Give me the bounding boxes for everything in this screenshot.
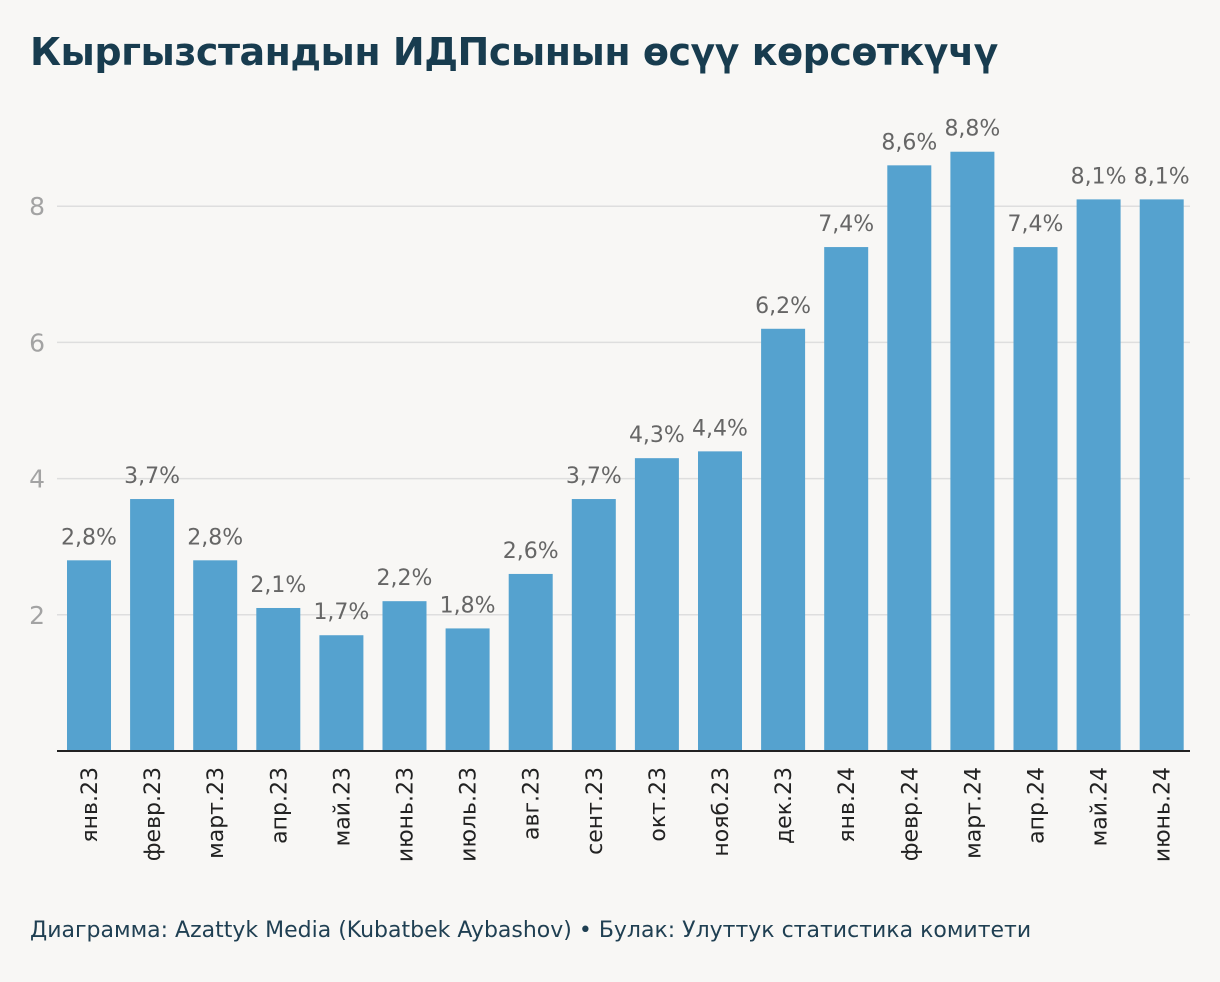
bar — [634, 458, 679, 751]
y-tick-label: 8 — [29, 192, 45, 221]
bar — [950, 151, 995, 752]
data-label: 2,8% — [61, 525, 117, 550]
bar — [319, 635, 364, 751]
data-label: 7,4% — [818, 212, 874, 237]
x-tick-label: июнь.23 — [394, 767, 419, 862]
x-tick-label: янв.23 — [78, 767, 103, 843]
data-label: 1,8% — [440, 593, 496, 618]
data-label: 2,6% — [503, 539, 559, 564]
y-tick-label: 6 — [29, 328, 45, 357]
data-label: 1,7% — [313, 600, 369, 625]
x-tick-labels: янв.23 февр.23 март.23 апр.23 май.23 июнь.23 и… — [78, 767, 1176, 862]
x-tick-label: март.23 — [204, 767, 229, 859]
source-credit: Диаграмма: Azattyk Media (Kubatbek Aybas… — [30, 918, 1032, 943]
chart-title: Кыргызстандын ИДПсынын өсүү көрсөткүчү — [30, 30, 998, 74]
x-tick-label: нояб.23 — [709, 767, 734, 857]
bar — [1076, 199, 1121, 751]
data-label: 3,7% — [566, 464, 622, 489]
value-labels: 2,8% 3,7% 2,8% 2,1% 1,7% 2,2% 1,8% 2,6% 3,7% 4,3%… — [61, 117, 1190, 626]
bar — [824, 247, 869, 751]
bar — [1139, 199, 1184, 751]
bar — [67, 560, 111, 751]
data-label: 7,4% — [1008, 212, 1064, 237]
x-tick-label: апр.24 — [1025, 767, 1050, 844]
bar — [130, 499, 175, 751]
x-tick-label: февр.23 — [141, 767, 166, 861]
data-label: 8,1% — [1134, 164, 1190, 189]
data-label: 8,8% — [944, 117, 1000, 142]
x-tick-label: февр.24 — [898, 767, 923, 861]
y-tick-label: 4 — [29, 465, 45, 494]
data-label: 2,2% — [377, 566, 433, 591]
data-label: 3,7% — [124, 464, 180, 489]
data-label: 4,3% — [629, 423, 685, 448]
y-tick-label: 2 — [29, 601, 45, 630]
data-label: 8,6% — [881, 130, 937, 155]
bar — [382, 601, 427, 751]
bar — [571, 499, 616, 751]
data-label: 2,1% — [250, 573, 306, 598]
data-label: 8,1% — [1071, 164, 1127, 189]
x-tick-label: май.23 — [330, 767, 355, 846]
data-label: 2,8% — [187, 525, 243, 550]
x-tick-label: май.24 — [1088, 767, 1113, 846]
grid-lines — [57, 205, 1190, 616]
bar — [508, 573, 553, 751]
x-tick-label: июнь.24 — [1151, 767, 1176, 862]
x-tick-label: дек.23 — [772, 767, 797, 844]
y-tick-labels: 2 4 6 8 — [29, 192, 45, 630]
x-tick-label: март.24 — [961, 767, 986, 859]
x-tick-label: окт.23 — [646, 767, 671, 842]
bar — [698, 451, 742, 751]
bar — [1013, 247, 1058, 751]
bar — [256, 607, 301, 751]
bar — [887, 165, 932, 752]
bars — [67, 151, 1184, 752]
data-label: 6,2% — [755, 294, 811, 319]
data-label: 4,4% — [692, 416, 748, 441]
bar — [445, 628, 490, 751]
x-tick-label: июль.23 — [457, 767, 482, 862]
x-tick-label: апр.23 — [267, 767, 292, 844]
x-tick-label: авг.23 — [520, 767, 545, 840]
x-tick-label: янв.24 — [835, 767, 860, 843]
bar — [193, 560, 238, 751]
bar — [761, 328, 806, 751]
x-tick-label: сент.23 — [583, 767, 608, 855]
